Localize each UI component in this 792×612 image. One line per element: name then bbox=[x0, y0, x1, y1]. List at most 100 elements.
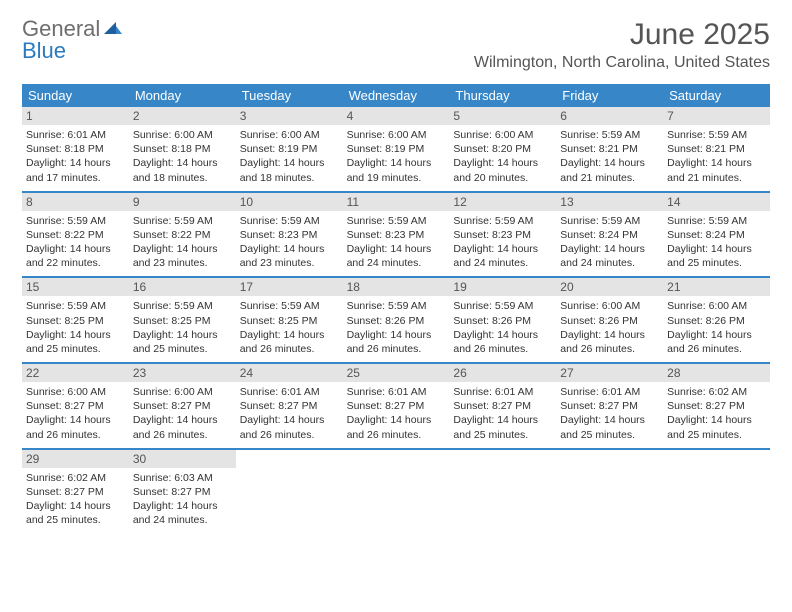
day-number: 27 bbox=[556, 364, 663, 382]
day-details: Sunrise: 6:00 AMSunset: 8:27 PMDaylight:… bbox=[133, 385, 232, 442]
day-details: Sunrise: 6:01 AMSunset: 8:18 PMDaylight:… bbox=[26, 128, 125, 185]
week-row: 15Sunrise: 5:59 AMSunset: 8:25 PMDayligh… bbox=[22, 278, 770, 364]
day-number: 13 bbox=[556, 193, 663, 211]
day-number: 15 bbox=[22, 278, 129, 296]
day-number: 1 bbox=[22, 107, 129, 125]
day-cell: 29 Sunrise: 6:02 AMSunset: 8:27 PMDayligh… bbox=[22, 450, 129, 534]
day-cell: 22Sunrise: 6:00 AMSunset: 8:27 PMDayligh… bbox=[22, 364, 129, 448]
day-details: Sunrise: 6:01 AMSunset: 8:27 PMDaylight:… bbox=[453, 385, 552, 442]
day-cell: 21 Sunrise: 6:00 AMSunset: 8:26 PMDayligh… bbox=[663, 278, 770, 362]
day-cell-empty bbox=[556, 450, 663, 534]
day-details: Sunrise: 5:59 AMSunset: 8:25 PMDaylight:… bbox=[26, 299, 125, 356]
weeks-container: 1 Sunrise: 6:01 AMSunset: 8:18 PMDaylight… bbox=[22, 107, 770, 533]
dow-thursday: Thursday bbox=[449, 84, 556, 107]
day-cell: 6Sunrise: 5:59 AMSunset: 8:21 PMDaylight… bbox=[556, 107, 663, 191]
day-number: 29 bbox=[22, 450, 129, 468]
dow-saturday: Saturday bbox=[663, 84, 770, 107]
location-text: Wilmington, North Carolina, United State… bbox=[474, 54, 770, 72]
day-details: Sunrise: 5:59 AMSunset: 8:25 PMDaylight:… bbox=[240, 299, 339, 356]
day-cell: 14 Sunrise: 5:59 AMSunset: 8:24 PMDayligh… bbox=[663, 193, 770, 277]
day-details: Sunrise: 6:00 AMSunset: 8:26 PMDaylight:… bbox=[560, 299, 659, 356]
day-cell: 26 Sunrise: 6:01 AMSunset: 8:27 PMDayligh… bbox=[449, 364, 556, 448]
day-details: Sunrise: 6:00 AMSunset: 8:18 PMDaylight:… bbox=[133, 128, 232, 185]
day-number: 2 bbox=[129, 107, 236, 125]
day-cell: 5 Sunrise: 6:00 AMSunset: 8:20 PMDaylight… bbox=[449, 107, 556, 191]
day-details: Sunrise: 6:01 AMSunset: 8:27 PMDaylight:… bbox=[240, 385, 339, 442]
day-cell: 4Sunrise: 6:00 AMSunset: 8:19 PMDaylight… bbox=[343, 107, 450, 191]
week-row: 1 Sunrise: 6:01 AMSunset: 8:18 PMDaylight… bbox=[22, 107, 770, 193]
day-number: 7 bbox=[663, 107, 770, 125]
day-cell: 18 Sunrise: 5:59 AMSunset: 8:26 PMDayligh… bbox=[343, 278, 450, 362]
day-number: 26 bbox=[449, 364, 556, 382]
day-number: 9 bbox=[129, 193, 236, 211]
day-cell: 19 Sunrise: 5:59 AMSunset: 8:26 PMDayligh… bbox=[449, 278, 556, 362]
day-number: 28 bbox=[663, 364, 770, 382]
day-number: 5 bbox=[449, 107, 556, 125]
day-cell: 1 Sunrise: 6:01 AMSunset: 8:18 PMDaylight… bbox=[22, 107, 129, 191]
dow-sunday: Sunday bbox=[22, 84, 129, 107]
day-details: Sunrise: 5:59 AMSunset: 8:23 PMDaylight:… bbox=[240, 214, 339, 271]
day-details: Sunrise: 6:00 AMSunset: 8:20 PMDaylight:… bbox=[453, 128, 552, 185]
day-cell-empty bbox=[663, 450, 770, 534]
day-cell-empty bbox=[343, 450, 450, 534]
day-number: 3 bbox=[236, 107, 343, 125]
day-number: 23 bbox=[129, 364, 236, 382]
page-header: General Blue June 2025 Wilmington, North… bbox=[0, 0, 792, 76]
day-number: 18 bbox=[343, 278, 450, 296]
day-number: 20 bbox=[556, 278, 663, 296]
day-details: Sunrise: 6:00 AMSunset: 8:26 PMDaylight:… bbox=[667, 299, 766, 356]
day-details: Sunrise: 5:59 AMSunset: 8:22 PMDaylight:… bbox=[133, 214, 232, 271]
day-details: Sunrise: 6:01 AMSunset: 8:27 PMDaylight:… bbox=[347, 385, 446, 442]
day-number: 8 bbox=[22, 193, 129, 211]
day-cell: 23 Sunrise: 6:00 AMSunset: 8:27 PMDayligh… bbox=[129, 364, 236, 448]
month-title: June 2025 bbox=[474, 18, 770, 52]
calendar: Sunday Monday Tuesday Wednesday Thursday… bbox=[22, 84, 770, 533]
day-cell: 7 Sunrise: 5:59 AMSunset: 8:21 PMDaylight… bbox=[663, 107, 770, 191]
day-cell: 16 Sunrise: 5:59 AMSunset: 8:25 PMDayligh… bbox=[129, 278, 236, 362]
day-number: 21 bbox=[663, 278, 770, 296]
day-details: Sunrise: 6:00 AMSunset: 8:19 PMDaylight:… bbox=[347, 128, 446, 185]
day-cell: 13 Sunrise: 5:59 AMSunset: 8:24 PMDayligh… bbox=[556, 193, 663, 277]
title-block: June 2025 Wilmington, North Carolina, Un… bbox=[474, 18, 770, 72]
day-number: 19 bbox=[449, 278, 556, 296]
day-details: Sunrise: 6:02 AMSunset: 8:27 PMDaylight:… bbox=[667, 385, 766, 442]
logo-sail-icon bbox=[102, 18, 122, 40]
day-details: Sunrise: 5:59 AMSunset: 8:21 PMDaylight:… bbox=[667, 128, 766, 185]
day-cell: 25 Sunrise: 6:01 AMSunset: 8:27 PMDayligh… bbox=[343, 364, 450, 448]
day-details: Sunrise: 6:02 AMSunset: 8:27 PMDaylight:… bbox=[26, 471, 125, 528]
day-cell: 15 Sunrise: 5:59 AMSunset: 8:25 PMDayligh… bbox=[22, 278, 129, 362]
day-details: Sunrise: 5:59 AMSunset: 8:25 PMDaylight:… bbox=[133, 299, 232, 356]
day-cell-empty bbox=[236, 450, 343, 534]
day-cell: 3Sunrise: 6:00 AMSunset: 8:19 PMDaylight… bbox=[236, 107, 343, 191]
day-number: 30 bbox=[129, 450, 236, 468]
dow-friday: Friday bbox=[556, 84, 663, 107]
day-cell-empty bbox=[449, 450, 556, 534]
day-cell: 2 Sunrise: 6:00 AMSunset: 8:18 PMDaylight… bbox=[129, 107, 236, 191]
day-cell: 27Sunrise: 6:01 AMSunset: 8:27 PMDayligh… bbox=[556, 364, 663, 448]
day-details: Sunrise: 5:59 AMSunset: 8:23 PMDaylight:… bbox=[453, 214, 552, 271]
day-cell: 8Sunrise: 5:59 AMSunset: 8:22 PMDaylight… bbox=[22, 193, 129, 277]
day-details: Sunrise: 6:03 AMSunset: 8:27 PMDaylight:… bbox=[133, 471, 232, 528]
logo-text-blue: Blue bbox=[22, 40, 122, 62]
dow-wednesday: Wednesday bbox=[343, 84, 450, 107]
day-number: 14 bbox=[663, 193, 770, 211]
day-cell: 10Sunrise: 5:59 AMSunset: 8:23 PMDayligh… bbox=[236, 193, 343, 277]
logo: General Blue bbox=[22, 18, 122, 62]
day-details: Sunrise: 5:59 AMSunset: 8:24 PMDaylight:… bbox=[560, 214, 659, 271]
day-details: Sunrise: 5:59 AMSunset: 8:21 PMDaylight:… bbox=[560, 128, 659, 185]
day-number: 22 bbox=[22, 364, 129, 382]
day-details: Sunrise: 5:59 AMSunset: 8:26 PMDaylight:… bbox=[453, 299, 552, 356]
day-number: 25 bbox=[343, 364, 450, 382]
dow-header-row: Sunday Monday Tuesday Wednesday Thursday… bbox=[22, 84, 770, 107]
day-cell: 24 Sunrise: 6:01 AMSunset: 8:27 PMDayligh… bbox=[236, 364, 343, 448]
day-details: Sunrise: 5:59 AMSunset: 8:24 PMDaylight:… bbox=[667, 214, 766, 271]
day-number: 11 bbox=[343, 193, 450, 211]
day-cell: 17 Sunrise: 5:59 AMSunset: 8:25 PMDayligh… bbox=[236, 278, 343, 362]
day-number: 24 bbox=[236, 364, 343, 382]
day-details: Sunrise: 5:59 AMSunset: 8:26 PMDaylight:… bbox=[347, 299, 446, 356]
day-cell: 9 Sunrise: 5:59 AMSunset: 8:22 PMDaylight… bbox=[129, 193, 236, 277]
day-number: 16 bbox=[129, 278, 236, 296]
day-cell: 20 Sunrise: 6:00 AMSunset: 8:26 PMDayligh… bbox=[556, 278, 663, 362]
day-number: 12 bbox=[449, 193, 556, 211]
day-number: 17 bbox=[236, 278, 343, 296]
